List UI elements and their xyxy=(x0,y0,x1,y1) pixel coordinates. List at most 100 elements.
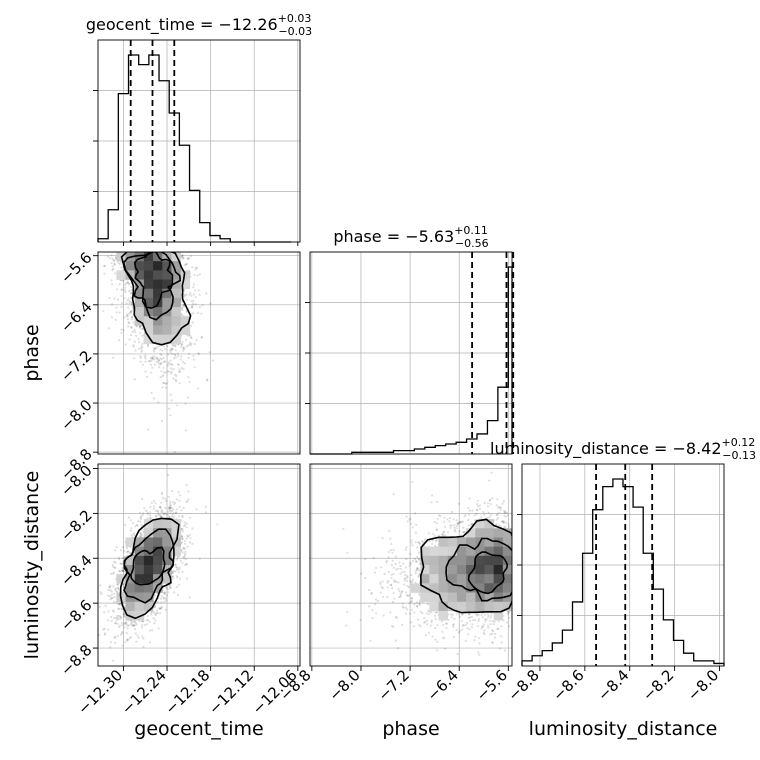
density-cell xyxy=(134,261,145,271)
sample-point xyxy=(189,324,193,327)
sample-point xyxy=(190,342,193,345)
sample-point xyxy=(195,508,198,511)
density-cell xyxy=(171,288,181,299)
sample-point xyxy=(186,257,190,260)
sample-point xyxy=(172,511,175,515)
sample-point xyxy=(183,525,186,528)
sample-point xyxy=(153,347,156,350)
sample-point xyxy=(111,303,114,306)
sample-point xyxy=(169,504,172,507)
sample-point xyxy=(189,537,192,540)
sample-point xyxy=(180,343,183,347)
sample-point xyxy=(193,342,196,346)
sample-point xyxy=(130,533,133,537)
axes-frame xyxy=(97,39,301,243)
sample-point xyxy=(146,614,149,618)
sample-point xyxy=(181,254,184,257)
sample-point xyxy=(121,644,125,647)
title-upper-error: +0.03 xyxy=(278,12,312,25)
sample-point xyxy=(185,310,188,313)
sample-point xyxy=(177,363,181,366)
sample-point xyxy=(117,603,120,606)
sample-point xyxy=(129,311,132,314)
sample-point xyxy=(111,268,114,272)
sample-point xyxy=(138,326,141,329)
sample-point xyxy=(118,283,121,286)
sample-point xyxy=(112,659,115,662)
sample-point xyxy=(117,339,120,342)
sample-point xyxy=(196,387,200,390)
sample-point xyxy=(173,501,176,505)
sample-point xyxy=(157,362,160,365)
sample-point xyxy=(141,334,144,337)
sample-point xyxy=(192,354,195,357)
sample-point xyxy=(133,627,137,631)
density-cell xyxy=(134,279,145,290)
sample-point xyxy=(162,596,165,599)
density-cell xyxy=(125,261,136,271)
sample-point xyxy=(110,590,113,593)
sample-point xyxy=(139,331,142,334)
density-cell xyxy=(134,307,145,317)
sample-point xyxy=(184,564,187,567)
sample-point xyxy=(135,640,138,643)
sample-point xyxy=(151,366,154,369)
sample-point xyxy=(169,502,172,505)
sample-point xyxy=(133,620,136,623)
sample-point xyxy=(133,357,136,360)
sample-point xyxy=(162,366,165,369)
sample-point xyxy=(117,261,120,264)
sample-point xyxy=(197,289,200,292)
sample-point xyxy=(182,506,185,510)
sample-point xyxy=(181,255,184,258)
sample-point xyxy=(187,356,190,359)
sample-point xyxy=(164,597,168,600)
sample-point xyxy=(152,348,155,351)
sample-point xyxy=(159,357,162,360)
sample-point xyxy=(126,624,129,627)
sample-point xyxy=(127,282,130,285)
sample-point xyxy=(141,342,144,345)
sample-point xyxy=(153,355,156,358)
panel-content xyxy=(98,464,300,666)
density-cell xyxy=(134,270,145,280)
sample-point xyxy=(107,610,110,613)
sample-point xyxy=(132,345,135,348)
sample-point xyxy=(149,363,153,366)
sample-point xyxy=(171,348,174,351)
sample-point xyxy=(164,506,167,510)
density-cell xyxy=(162,270,172,280)
sample-point xyxy=(123,622,126,625)
sample-point xyxy=(173,515,176,518)
sample-point xyxy=(116,583,119,586)
sample-point xyxy=(130,316,133,319)
title-luminosity_distance: luminosity_distance = −8.42+0.12 −0.13 xyxy=(490,436,756,462)
sample-point xyxy=(216,523,219,526)
sample-point xyxy=(133,378,136,381)
sample-point xyxy=(187,352,191,355)
sample-point xyxy=(161,510,164,513)
sample-point xyxy=(160,419,164,423)
sample-point xyxy=(194,303,197,306)
sample-point xyxy=(192,302,195,305)
density-cell xyxy=(143,288,154,299)
sample-point xyxy=(177,354,180,357)
sample-point xyxy=(190,294,193,297)
sample-point xyxy=(181,308,184,312)
sample-point xyxy=(122,570,125,573)
sample-point xyxy=(184,542,187,546)
sample-point xyxy=(133,624,137,627)
sample-point xyxy=(113,297,116,300)
sample-point xyxy=(156,609,159,612)
sample-point xyxy=(164,608,167,611)
sample-point xyxy=(187,490,190,493)
sample-point xyxy=(177,491,180,494)
sample-point xyxy=(163,512,167,515)
sample-point xyxy=(198,293,201,296)
sample-point xyxy=(118,607,121,611)
sample-point xyxy=(179,559,182,563)
title-lower-error: −0.13 xyxy=(722,449,756,462)
sample-point xyxy=(160,353,163,357)
sample-point xyxy=(140,626,144,629)
sample-point xyxy=(134,525,137,528)
